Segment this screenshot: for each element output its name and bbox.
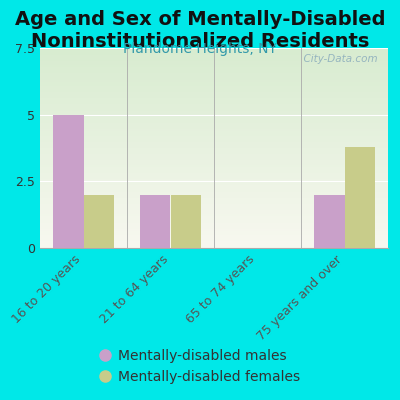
Bar <box>170 195 201 248</box>
Text: Age and Sex of Mentally-Disabled
Noninstitutionalized Residents: Age and Sex of Mentally-Disabled Noninst… <box>15 10 385 51</box>
Bar <box>53 115 84 248</box>
Bar <box>84 195 114 248</box>
Text: Plandome Heights, NY: Plandome Heights, NY <box>123 42 277 56</box>
Bar <box>140 195 170 248</box>
Legend: Mentally-disabled males, Mentally-disabled females: Mentally-disabled males, Mentally-disabl… <box>94 343 306 389</box>
Bar <box>344 147 375 248</box>
Text: City-Data.com: City-Data.com <box>297 54 378 64</box>
Bar <box>314 195 344 248</box>
